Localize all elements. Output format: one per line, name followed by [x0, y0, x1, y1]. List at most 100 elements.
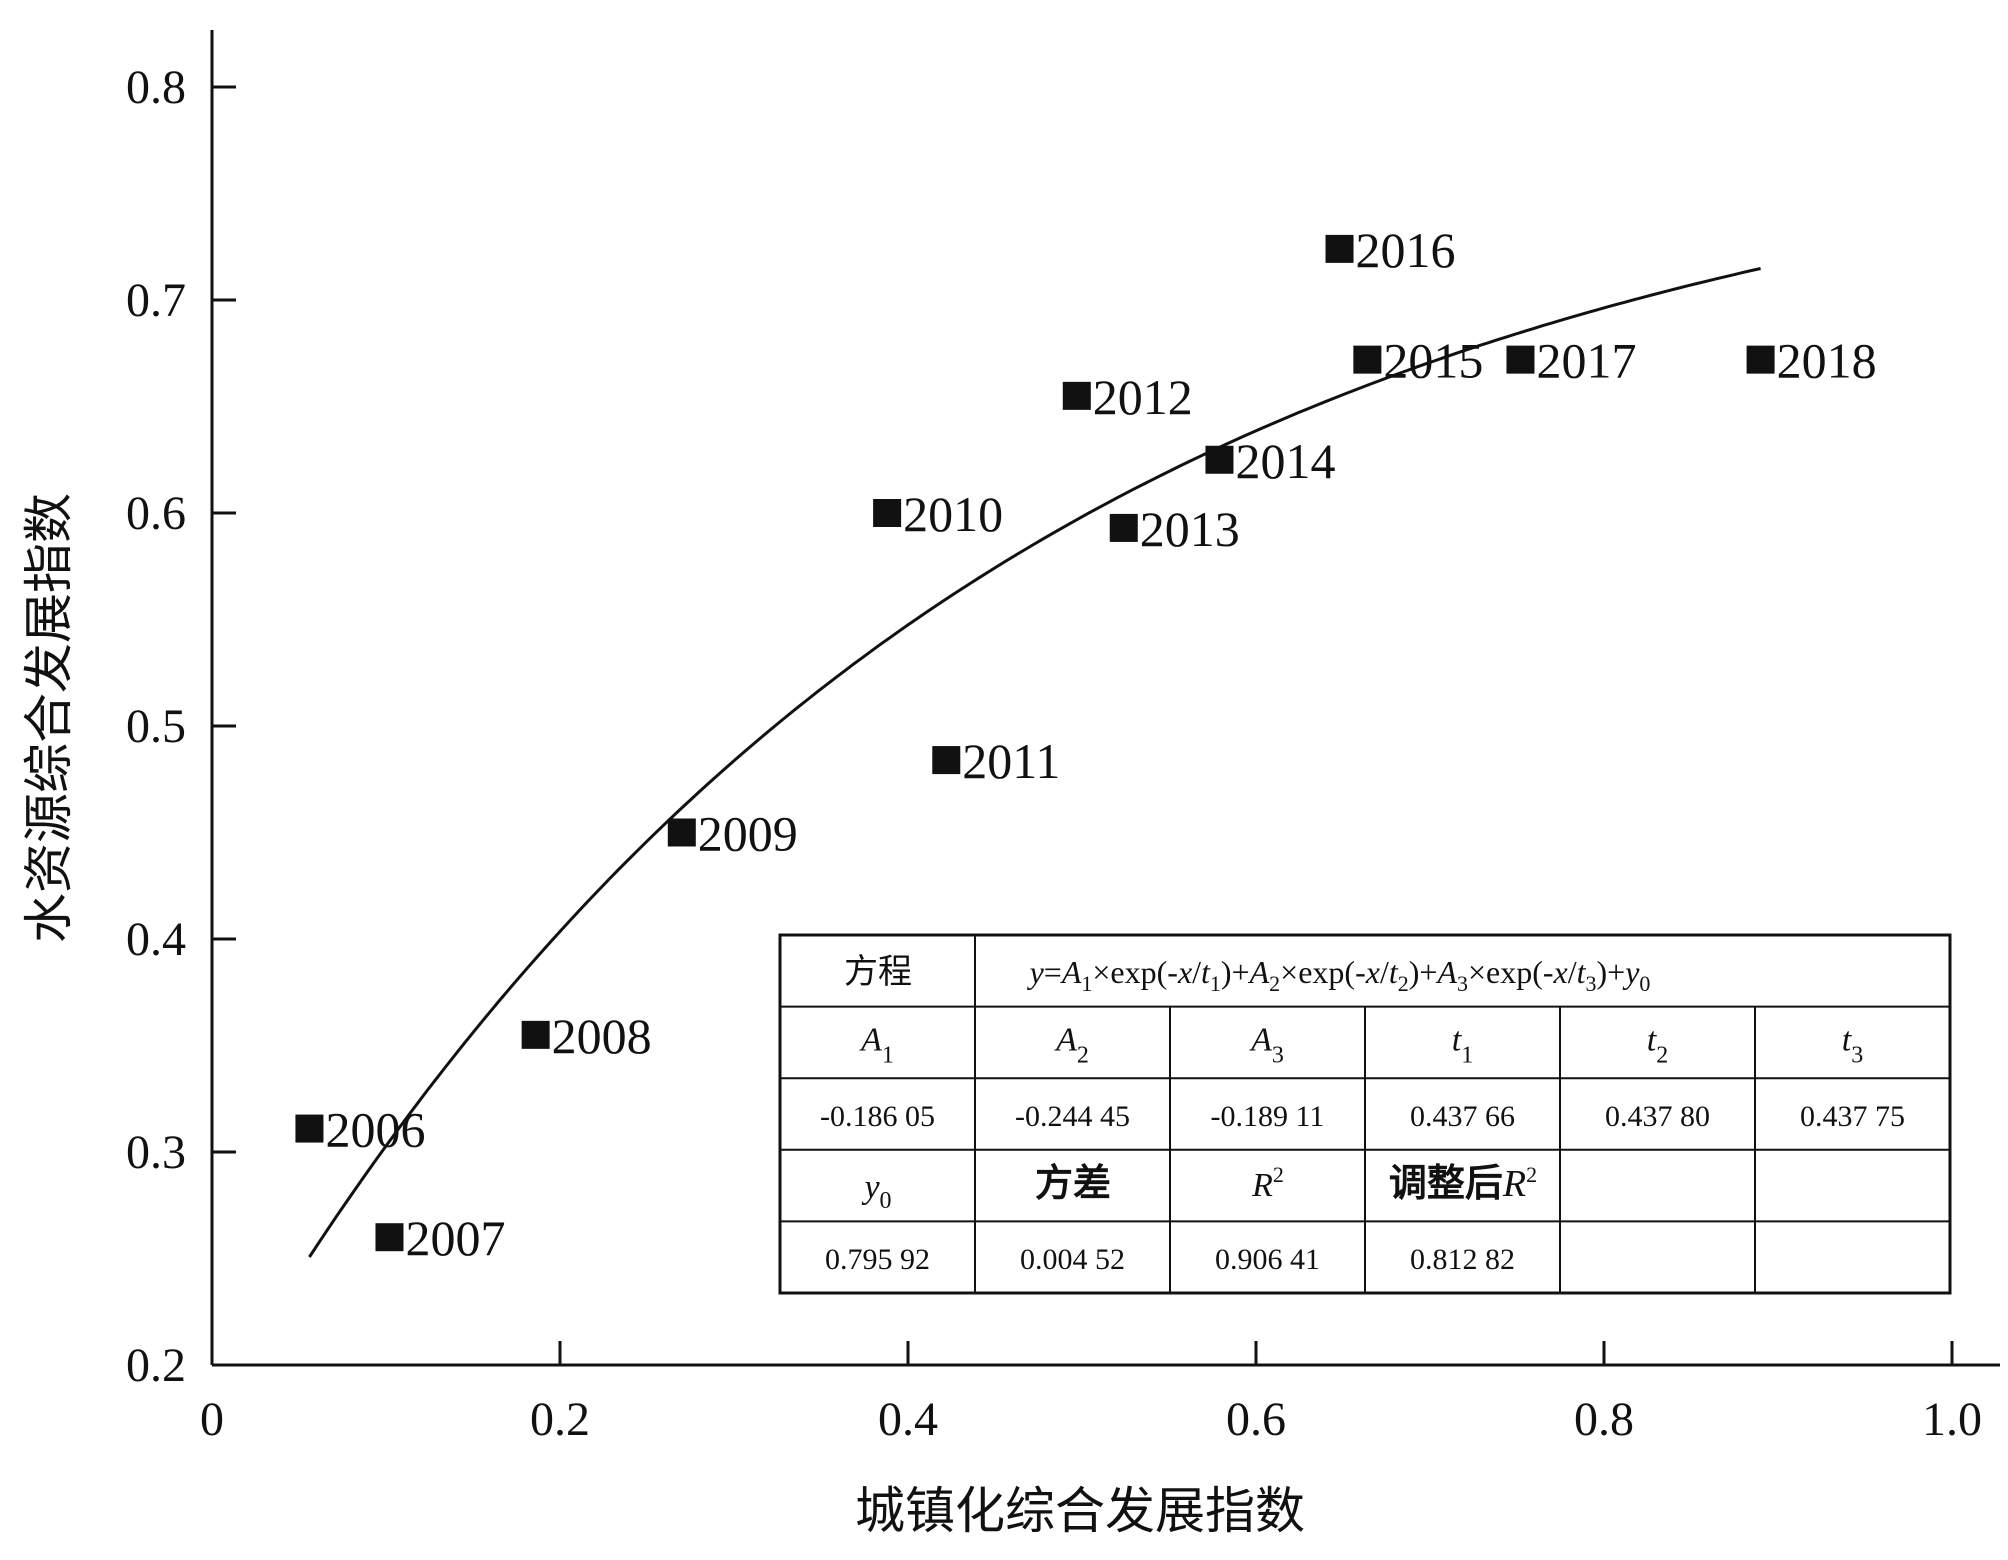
r2-sup: 2 — [1273, 1162, 1284, 1187]
eq-y: y — [1027, 954, 1045, 990]
y-tick-label: 0.4 — [126, 913, 186, 966]
data-point-2006 — [295, 1114, 324, 1143]
eq-exp1: ×exp(- — [1092, 954, 1178, 990]
eq-t2-sub: 2 — [1398, 971, 1409, 996]
data-label-2015: 2015 — [1383, 333, 1483, 389]
data-point-2014 — [1205, 445, 1234, 474]
fit-curve-line — [308, 267, 1761, 1258]
data-points: 2006200720082009201020112012201320142015… — [295, 222, 1877, 1266]
header-cell-A2: A2 — [1054, 1021, 1089, 1068]
header-sym: A — [1054, 1021, 1077, 1058]
x-tick-label: 1.0 — [1922, 1393, 1982, 1446]
eq-y0-sub: 0 — [1639, 971, 1650, 996]
data-point-2008 — [521, 1020, 550, 1049]
eq-slash1: / — [1192, 954, 1201, 990]
table-cell: 0.812 82 — [1410, 1243, 1515, 1276]
header-cell-t1: t1 — [1452, 1021, 1473, 1068]
eq-t3-sub: 3 — [1586, 971, 1597, 996]
equation-cell: y=A1×exp(-x/t1)+A2×exp(-x/t2)+A3×exp(-x/… — [1027, 954, 1651, 996]
table-grid-lines — [780, 935, 1950, 1293]
y-axis-title: 水资源综合发展指数 — [21, 493, 77, 943]
y-axis-ticks: 0.2 0.3 0.4 0.5 0.6 0.7 0.8 — [126, 61, 236, 1392]
header-sub: 1 — [882, 1042, 894, 1068]
header-sym: t — [1842, 1021, 1853, 1058]
x-axis-title: 城镇化综合发展指数 — [855, 1483, 1305, 1539]
data-label-2007: 2007 — [405, 1210, 505, 1266]
data-label-2010: 2010 — [903, 486, 1003, 542]
variance-header-cell: 方差 — [1035, 1163, 1111, 1205]
data-label-2014: 2014 — [1235, 433, 1335, 489]
data-point-2013 — [1109, 513, 1138, 542]
x-tick-label: 0.2 — [530, 1393, 590, 1446]
header-sub: 2 — [1656, 1042, 1668, 1068]
table-cell: 0.437 75 — [1800, 1100, 1905, 1133]
eq-a3-sub: 3 — [1457, 971, 1468, 996]
eq-t1-sub: 1 — [1210, 971, 1221, 996]
data-label-2008: 2008 — [552, 1008, 652, 1064]
eq-y0: y — [1622, 954, 1640, 990]
adj-r2-sym: R — [1502, 1163, 1526, 1205]
data-label-2012: 2012 — [1093, 369, 1193, 425]
eq-plus2: + — [1419, 954, 1437, 990]
data-point-2010 — [873, 499, 902, 527]
table-cell: 0.906 41 — [1215, 1243, 1320, 1276]
table-cell: 0.437 66 — [1410, 1100, 1515, 1133]
eq-plus1: + — [1232, 954, 1250, 990]
header-sym: t — [1452, 1021, 1463, 1058]
eq-a3: A — [1435, 954, 1457, 990]
eq-a2: A — [1248, 954, 1270, 990]
x-tick-label: 0.6 — [1226, 1393, 1286, 1446]
header-sub: 2 — [1077, 1042, 1089, 1068]
data-label-2016: 2016 — [1356, 222, 1456, 278]
data-point-2007 — [375, 1223, 404, 1252]
table-cell: -0.186 05 — [820, 1100, 935, 1133]
eq-close2: ) — [1409, 954, 1420, 990]
adj-r2-sup: 2 — [1526, 1162, 1537, 1187]
eq-exp3: ×exp(- — [1468, 954, 1554, 990]
data-label-2006: 2006 — [325, 1102, 425, 1158]
y0-header-cell: y0 — [861, 1169, 891, 1214]
r2-sym: R — [1251, 1167, 1273, 1204]
y0-sub: 0 — [880, 1188, 892, 1214]
eq-slash3: / — [1568, 954, 1577, 990]
eq-close1: ) — [1221, 954, 1232, 990]
y-tick-label: 0.3 — [126, 1126, 186, 1179]
eq-a1: A — [1060, 954, 1082, 990]
eq-t3: t — [1577, 954, 1587, 990]
x-tick-label: 0.4 — [878, 1393, 938, 1446]
header-sym: A — [859, 1021, 882, 1058]
eq-equals: = — [1044, 954, 1062, 990]
y-tick-label: 0.5 — [126, 700, 186, 753]
data-point-2011 — [932, 746, 961, 775]
eq-exp2: ×exp(- — [1280, 954, 1366, 990]
r2-header-cell: R2 — [1251, 1162, 1284, 1204]
eq-x3: x — [1553, 954, 1568, 990]
data-point-2009 — [667, 818, 696, 847]
header-sub: 1 — [1461, 1042, 1473, 1068]
eq-plus3: + — [1607, 954, 1625, 990]
data-label-2017: 2017 — [1536, 333, 1636, 389]
y0-sym: y — [861, 1169, 880, 1206]
table-values-row-1: -0.186 05 -0.244 45 -0.189 11 0.437 66 0.437… — [820, 1100, 1905, 1133]
eq-a1-sub: 1 — [1081, 971, 1092, 996]
adj-r2-label: 调整后 — [1389, 1163, 1503, 1205]
x-axis-ticks: 0 0.2 0.4 0.6 0.8 1.0 — [200, 1341, 1982, 1446]
eq-x2: x — [1365, 954, 1380, 990]
data-label-2013: 2013 — [1140, 501, 1240, 557]
table-cell: 0.004 52 — [1020, 1243, 1125, 1276]
table-header-row: A1 A2 A3 t1 t2 t3 — [859, 1021, 1863, 1068]
header-sym: A — [1249, 1021, 1272, 1058]
fit-parameters-table: 方程 y=A1×exp(-x/t1)+A2×exp(-x/t2)+A3×exp(… — [778, 933, 1952, 1295]
header-sub: 3 — [1272, 1042, 1284, 1068]
header-cell-t3: t3 — [1842, 1021, 1863, 1068]
x-tick-label: 0.8 — [1574, 1393, 1634, 1446]
header-cell-t2: t2 — [1647, 1021, 1668, 1068]
header-cell-A3: A3 — [1249, 1021, 1284, 1068]
eq-slash2: / — [1380, 954, 1389, 990]
eq-close3: ) — [1597, 954, 1608, 990]
adj-r2-header-cell: 调整后R2 — [1389, 1162, 1537, 1205]
y-tick-label: 0.7 — [126, 274, 186, 327]
data-point-2012 — [1062, 381, 1091, 410]
table-cell: 0.795 92 — [825, 1243, 930, 1276]
